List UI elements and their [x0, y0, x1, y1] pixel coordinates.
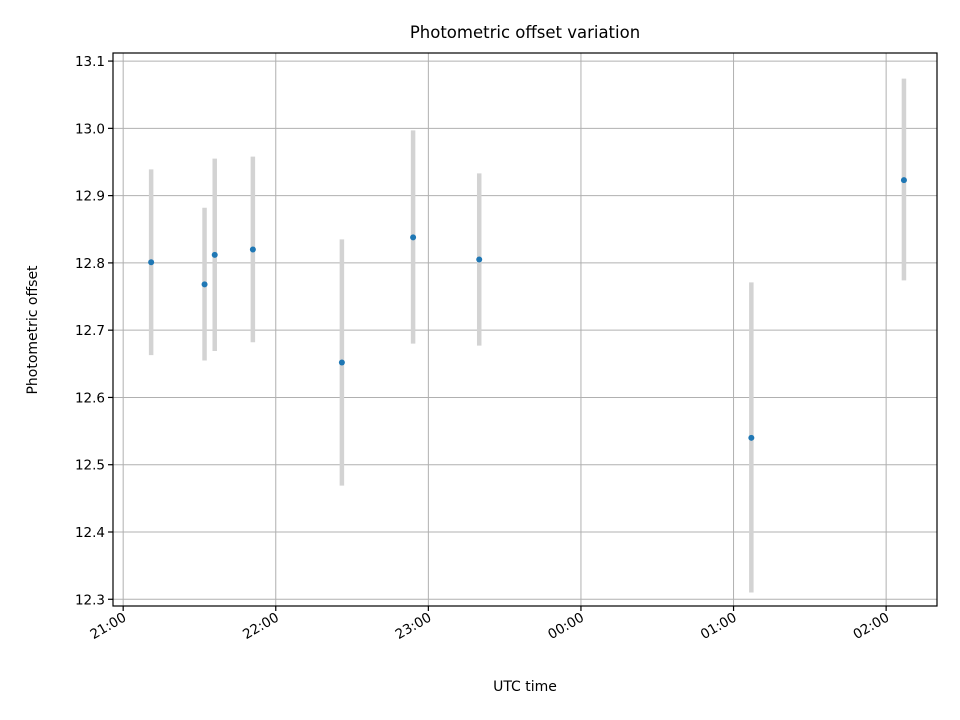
axis-ticks: 21:00 22:00 23:00 00:00 01:00 02:00 12.3 12.4 12…: [75, 54, 892, 643]
error-bars: [148, 78, 907, 593]
x-tick-label: 02:00: [850, 610, 892, 643]
x-tick-label: 21:00: [87, 610, 129, 643]
x-tick-label: 22:00: [240, 610, 282, 643]
data-point: [748, 434, 755, 441]
data-point: [148, 259, 155, 266]
data-point: [476, 256, 483, 263]
y-axis-label: Photometric offset: [25, 265, 41, 395]
y-tick-label: 13.0: [75, 121, 105, 137]
y-tick-label: 12.3: [75, 592, 105, 608]
y-tick-label: 12.7: [75, 323, 105, 339]
data-point: [211, 251, 218, 258]
grid: [113, 53, 937, 606]
y-tick-label: 12.8: [75, 256, 105, 272]
plot-frame: [112, 52, 938, 607]
y-tick-label: 12.5: [75, 458, 105, 474]
x-tick-label: 23:00: [393, 610, 435, 643]
y-tick-label: 13.1: [75, 54, 105, 70]
x-tick-label: 01:00: [698, 610, 740, 643]
data-point: [410, 234, 417, 241]
y-tick-label: 12.6: [75, 390, 105, 406]
x-axis-label: UTC time: [493, 679, 557, 695]
x-tick-label: 00:00: [545, 610, 587, 643]
data-point: [249, 246, 256, 253]
y-tick-label: 12.4: [75, 525, 105, 541]
data-point: [201, 281, 208, 288]
data-point: [900, 177, 907, 184]
data-points: [148, 177, 907, 441]
chart-title: Photometric offset variation: [410, 23, 640, 42]
data-point: [338, 359, 345, 366]
y-tick-label: 12.9: [75, 189, 105, 205]
